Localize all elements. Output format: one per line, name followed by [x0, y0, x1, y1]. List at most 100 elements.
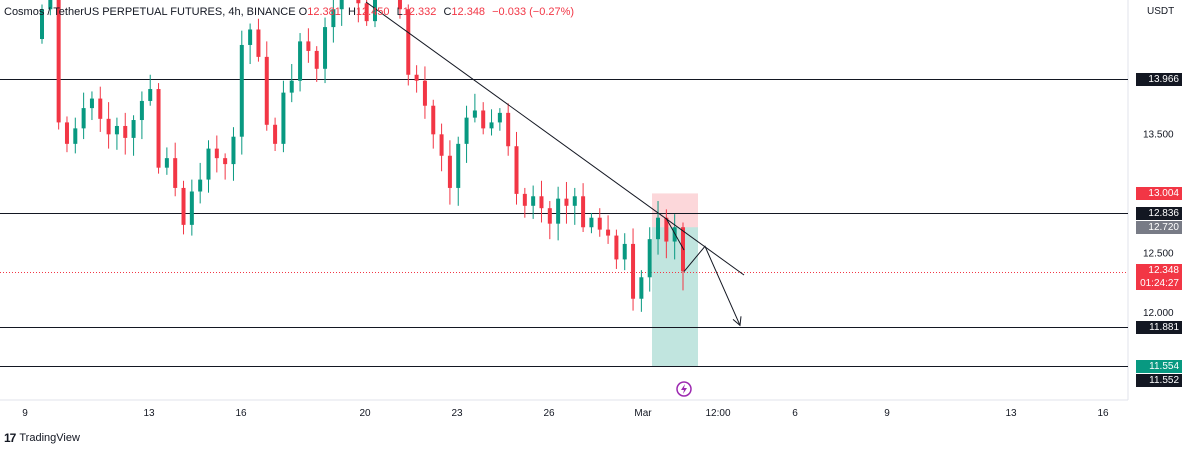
time-tick-label: 23	[451, 408, 463, 419]
price-tick-label: 12.000	[1143, 308, 1174, 319]
candle-body	[647, 239, 652, 278]
bar-countdown: 01:24:27	[1140, 278, 1179, 289]
candle-body	[298, 41, 303, 81]
candle-body	[489, 122, 494, 129]
candle-body	[123, 125, 128, 138]
time-tick-label: 12:00	[705, 408, 730, 419]
small-trend-line	[665, 217, 685, 251]
candle-body	[89, 98, 94, 109]
close-value: 12.348	[451, 6, 486, 18]
candle-body	[339, 0, 344, 10]
candle-body	[497, 112, 502, 123]
candlestick-series	[40, 0, 685, 312]
brand-name: TradingView	[19, 432, 80, 444]
candle-body	[414, 74, 419, 81]
candle-body	[239, 44, 244, 137]
high-label: H	[347, 6, 356, 18]
candle-body	[481, 110, 486, 129]
candle-body	[48, 0, 53, 10]
candle-body	[539, 196, 544, 209]
candle-body	[231, 136, 236, 165]
price-change: −0.033 (−0.27%)	[492, 6, 575, 18]
candle-body	[181, 187, 186, 225]
candle-body	[572, 196, 577, 206]
candle-body	[306, 41, 311, 51]
currency-label[interactable]: USDT	[1147, 6, 1175, 17]
target-tag: 11.554	[1136, 360, 1182, 373]
level-tag-11552: 11.552	[1136, 374, 1182, 387]
candle-body	[447, 155, 452, 188]
candle-body	[431, 105, 436, 135]
candle-body	[81, 108, 86, 129]
candle-body	[131, 120, 136, 138]
open-label: O	[298, 6, 308, 18]
candle-body	[214, 148, 219, 159]
candle-body	[439, 134, 444, 156]
time-tick-label: 20	[359, 408, 371, 419]
lightning-event-icon	[676, 381, 692, 397]
candle-body	[397, 0, 402, 10]
candle-body	[356, 0, 361, 4]
candle-body	[406, 9, 411, 75]
candle-body	[148, 89, 153, 101]
descending-trendline	[365, 1, 745, 276]
candle-body	[156, 89, 161, 168]
symbol-legend: Cosmos / TetherUS PERPETUAL FUTURES, 4h,…	[4, 6, 574, 18]
candle-body	[506, 112, 511, 147]
axes: 13.500 12.500 12.000 9 13 16 20 23 26 Mar 12:00 6 9 1…	[22, 129, 1174, 419]
entry-tag: 12.720	[1136, 221, 1182, 234]
symbol-title[interactable]: Cosmos / TetherUS PERPETUAL FUTURES, 4h,…	[4, 6, 296, 18]
candle-body	[531, 196, 536, 206]
time-tick-label: Mar	[634, 408, 652, 419]
brand-footer[interactable]: 17 TradingView	[4, 431, 80, 445]
lightning-icon	[681, 384, 687, 394]
low-label: L	[396, 6, 403, 18]
candle-body	[314, 50, 319, 69]
candle-body	[223, 158, 228, 165]
candle-body	[606, 229, 611, 236]
candle-body	[114, 125, 119, 135]
time-tick-label: 16	[235, 408, 247, 419]
time-tick-label: 6	[792, 408, 798, 419]
level-tag-11881: 11.881	[1136, 321, 1182, 334]
candle-body	[56, 0, 61, 123]
candle-body	[164, 158, 169, 168]
time-tick-label: 13	[1005, 408, 1017, 419]
candle-body	[472, 110, 477, 118]
candle-body	[597, 217, 602, 230]
time-tick-label: 9	[22, 408, 28, 419]
projection-path	[683, 245, 741, 326]
candle-body	[139, 100, 144, 121]
candle-body	[631, 243, 636, 299]
candle-body	[514, 146, 519, 194]
projection-arrowhead	[732, 316, 742, 327]
candle-body	[656, 217, 661, 240]
candle-body	[256, 29, 261, 57]
candle-body	[106, 118, 111, 135]
trend-drawings	[365, 1, 745, 327]
stop-tag: 13.004	[1136, 187, 1182, 200]
candle-body	[522, 193, 527, 206]
candle-body	[264, 56, 269, 125]
last-price-value: 12.348	[1148, 265, 1179, 276]
candle-body	[248, 29, 253, 45]
level-tag-13966: 13.966	[1136, 73, 1182, 86]
candle-body	[639, 277, 644, 299]
candle-body	[681, 227, 685, 272]
candle-body	[331, 9, 336, 28]
candle-body	[40, 9, 44, 40]
candle-body	[198, 179, 203, 192]
candle-body	[456, 143, 461, 188]
horizontal-levels	[0, 79, 1128, 367]
price-tick-label: 12.500	[1143, 248, 1174, 259]
close-label: C	[443, 6, 452, 18]
time-tick-label: 9	[884, 408, 890, 419]
level-tag-12836: 12.836	[1136, 207, 1182, 220]
candle-body	[614, 235, 619, 260]
candle-body	[556, 198, 561, 224]
candle-body	[323, 27, 328, 69]
candle-body	[189, 191, 194, 225]
candle-body	[289, 80, 294, 93]
candle-body	[547, 208, 552, 224]
